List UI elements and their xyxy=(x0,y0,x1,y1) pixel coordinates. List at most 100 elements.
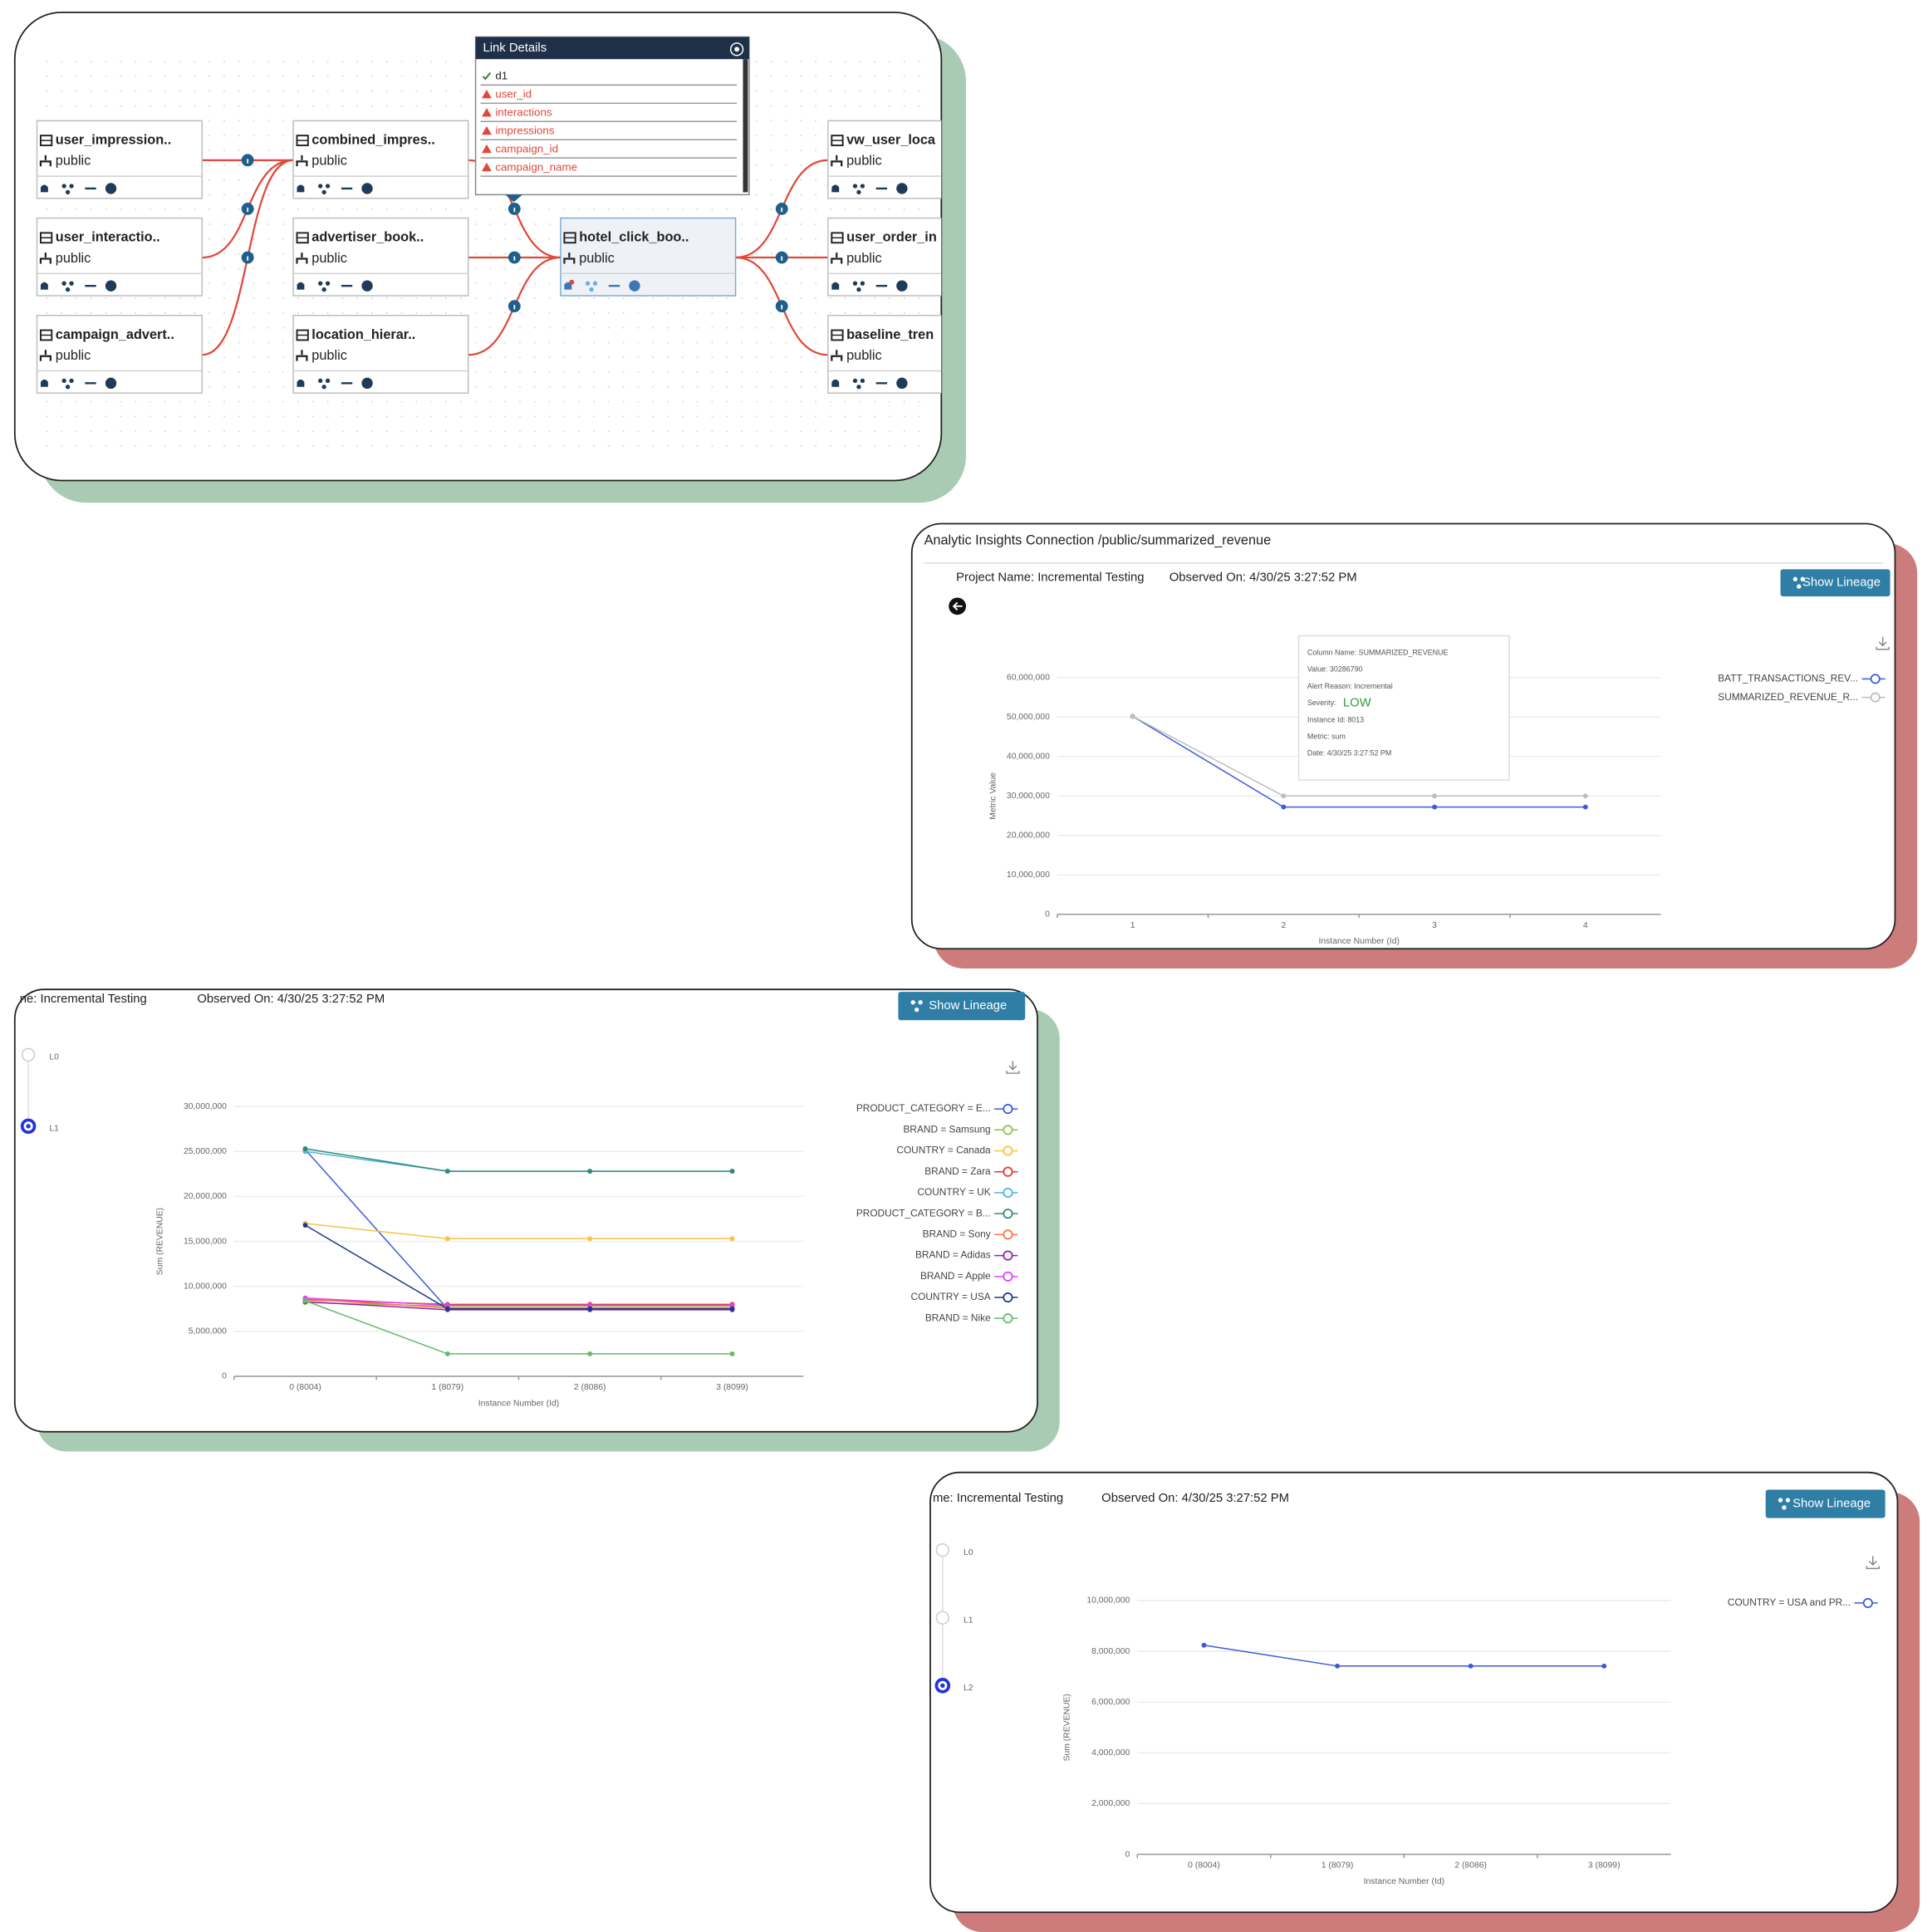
data-point[interactable] xyxy=(1335,1663,1341,1669)
download-icon[interactable] xyxy=(1006,1061,1020,1074)
legend-marker[interactable] xyxy=(1003,1313,1013,1324)
alert-icon[interactable] xyxy=(297,184,305,193)
lineage-icon[interactable] xyxy=(325,184,331,189)
lineage-icon[interactable] xyxy=(852,281,858,286)
alert-icon[interactable] xyxy=(564,282,572,290)
data-point[interactable] xyxy=(587,1351,593,1356)
legend-marker[interactable] xyxy=(1870,674,1881,684)
legend-label[interactable]: BRAND = Zara xyxy=(924,1165,991,1177)
button-label[interactable]: Show Lineage xyxy=(1802,576,1881,590)
alert-icon[interactable] xyxy=(297,282,305,290)
show-lineage-button[interactable] xyxy=(1780,569,1890,596)
legend-marker[interactable] xyxy=(1003,1145,1013,1156)
info-icon[interactable] xyxy=(896,280,908,292)
legend-label[interactable]: BRAND = Samsung xyxy=(904,1123,991,1135)
level-label[interactable]: L1 xyxy=(964,1616,973,1625)
lineage-icon[interactable] xyxy=(61,184,66,189)
lineage-icon[interactable] xyxy=(860,281,865,286)
info-icon[interactable] xyxy=(105,377,117,390)
data-point[interactable] xyxy=(444,1302,450,1308)
lineage-icon[interactable] xyxy=(69,184,74,189)
level-node[interactable] xyxy=(935,1611,949,1625)
data-point[interactable] xyxy=(729,1236,735,1242)
lineage-icon[interactable] xyxy=(65,385,71,390)
lineage-icon[interactable] xyxy=(321,385,326,390)
legend-marker[interactable] xyxy=(1003,1250,1013,1261)
legend-label[interactable]: COUNTRY = Canada xyxy=(896,1145,991,1156)
legend-marker[interactable] xyxy=(1003,1229,1013,1240)
alert-icon[interactable] xyxy=(831,282,840,290)
data-point[interactable] xyxy=(587,1306,593,1312)
lineage-icon[interactable] xyxy=(852,184,858,189)
lineage-icon[interactable] xyxy=(585,281,591,286)
lineage-icon[interactable] xyxy=(65,287,71,292)
alert-icon[interactable] xyxy=(297,379,305,387)
level-label[interactable]: L0 xyxy=(964,1548,973,1557)
lineage-icon[interactable] xyxy=(589,287,594,292)
data-point[interactable] xyxy=(302,1298,308,1303)
legend-label[interactable]: COUNTRY = USA xyxy=(911,1291,991,1302)
info-icon[interactable] xyxy=(361,183,373,194)
level-node[interactable] xyxy=(935,1542,949,1557)
legend-marker[interactable] xyxy=(1003,1209,1013,1219)
data-point[interactable] xyxy=(1432,793,1438,799)
info-icon[interactable] xyxy=(896,183,908,194)
info-icon[interactable] xyxy=(361,377,373,390)
legend-label[interactable]: COUNTRY = USA and PR... xyxy=(1728,1596,1851,1608)
info-icon[interactable] xyxy=(896,377,908,390)
legend-label[interactable]: PRODUCT_CATEGORY = B... xyxy=(856,1207,991,1219)
legend-label[interactable]: BATT_TRANSACTIONS_REV... xyxy=(1718,673,1858,684)
legend-marker[interactable] xyxy=(1003,1187,1013,1199)
lineage-icon[interactable] xyxy=(325,378,331,384)
level-label[interactable]: L0 xyxy=(49,1053,59,1062)
legend-marker[interactable] xyxy=(1003,1271,1013,1282)
data-point[interactable] xyxy=(1582,793,1588,799)
data-point[interactable] xyxy=(729,1169,735,1174)
legend-label[interactable]: BRAND = Sony xyxy=(923,1228,991,1240)
data-point[interactable] xyxy=(444,1351,450,1356)
data-point[interactable] xyxy=(1130,713,1135,719)
legend-marker[interactable] xyxy=(1003,1103,1013,1115)
legend-label[interactable]: BRAND = Adidas xyxy=(915,1249,991,1261)
data-point[interactable] xyxy=(1281,793,1287,799)
lineage-icon[interactable] xyxy=(318,378,323,384)
info-icon[interactable] xyxy=(105,183,117,194)
legend-marker[interactable] xyxy=(1003,1292,1013,1303)
legend-label[interactable]: SUMMARIZED_REVENUE_R... xyxy=(1718,691,1858,703)
table-node[interactable]: location_hierar..public xyxy=(292,315,469,394)
lineage-icon[interactable] xyxy=(61,281,66,286)
data-point[interactable] xyxy=(587,1302,593,1308)
data-point[interactable] xyxy=(444,1169,450,1174)
lineage-icon[interactable] xyxy=(856,385,861,390)
show-lineage-button[interactable] xyxy=(898,992,1026,1021)
legend-label[interactable]: COUNTRY = UK xyxy=(917,1186,990,1198)
data-point[interactable] xyxy=(729,1302,735,1308)
data-point[interactable] xyxy=(302,1223,308,1228)
legend-marker[interactable] xyxy=(1003,1125,1013,1135)
alert-icon[interactable] xyxy=(40,282,48,290)
lineage-icon[interactable] xyxy=(61,378,66,384)
lineage-icon[interactable] xyxy=(852,378,858,384)
lineage-icon[interactable] xyxy=(69,281,74,286)
alert-icon[interactable] xyxy=(40,184,48,193)
data-point[interactable] xyxy=(302,1146,308,1151)
lineage-icon[interactable] xyxy=(592,281,598,286)
data-point[interactable] xyxy=(587,1236,593,1242)
download-icon[interactable] xyxy=(1866,1556,1880,1570)
data-point[interactable] xyxy=(1468,1663,1474,1669)
info-icon[interactable] xyxy=(361,280,373,292)
level-label[interactable]: L1 xyxy=(49,1125,59,1134)
legend-marker[interactable] xyxy=(1870,692,1881,703)
data-point[interactable] xyxy=(1201,1642,1207,1648)
data-point[interactable] xyxy=(729,1351,735,1356)
legend-label[interactable]: BRAND = Apple xyxy=(920,1270,991,1282)
table-node[interactable]: user_interactio..public xyxy=(36,217,203,297)
table-node[interactable]: combined_impres..public xyxy=(292,120,469,199)
close-button[interactable] xyxy=(729,42,744,56)
lineage-icon[interactable] xyxy=(69,378,74,384)
button-label[interactable]: Show Lineage xyxy=(929,999,1007,1013)
legend-label[interactable]: PRODUCT_CATEGORY = E... xyxy=(856,1102,991,1114)
data-point[interactable] xyxy=(1582,804,1588,810)
